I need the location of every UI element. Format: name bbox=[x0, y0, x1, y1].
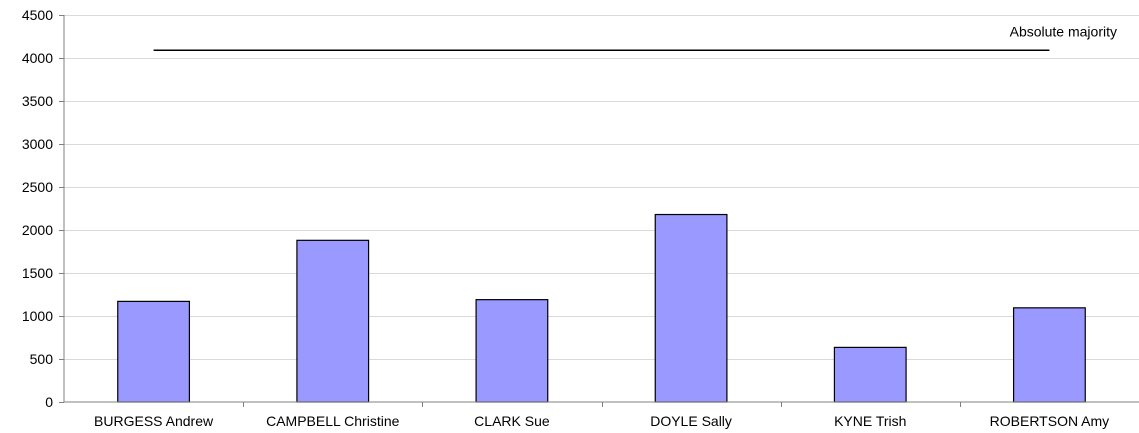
y-tick-labels: 0 500 1000 1500 2000 2500 3000 3500 4000 4500 bbox=[22, 7, 53, 410]
x-tick-label: CLARK Sue bbox=[474, 413, 550, 429]
y-tick-label: 3500 bbox=[22, 93, 53, 109]
x-tick-label: BURGESS Andrew bbox=[94, 413, 214, 429]
x-tick-label: CAMPBELL Christine bbox=[266, 413, 400, 429]
bar bbox=[117, 300, 191, 403]
x-tick-labels: BURGESS Andrew CAMPBELL Christine CLARK Su… bbox=[94, 402, 1109, 429]
y-tick-label: 4000 bbox=[22, 50, 53, 66]
gridlines bbox=[59, 15, 1139, 403]
x-tick-label: ROBERTSON Amy bbox=[990, 413, 1110, 429]
y-tick-label: 1000 bbox=[22, 308, 53, 324]
y-tick-label: 500 bbox=[30, 351, 54, 367]
y-tick-label: 0 bbox=[45, 394, 53, 410]
bar bbox=[833, 346, 907, 403]
y-tick-label: 2000 bbox=[22, 222, 53, 238]
absolute-majority-label: Absolute majority bbox=[1010, 23, 1117, 39]
x-tick-label: KYNE Trish bbox=[834, 413, 906, 429]
y-tick-label: 4500 bbox=[22, 7, 53, 23]
y-tick-label: 2500 bbox=[22, 179, 53, 195]
bar bbox=[1012, 307, 1086, 403]
bars bbox=[117, 213, 1086, 403]
bar bbox=[654, 213, 728, 403]
y-tick-label: 1500 bbox=[22, 265, 53, 281]
y-tick-label: 3000 bbox=[22, 136, 53, 152]
axes bbox=[63, 15, 1139, 403]
bar bbox=[296, 239, 370, 403]
bar bbox=[475, 299, 549, 403]
reference-line-group: Absolute majority bbox=[153, 23, 1117, 51]
x-tick-label: DOYLE Sally bbox=[650, 413, 732, 429]
